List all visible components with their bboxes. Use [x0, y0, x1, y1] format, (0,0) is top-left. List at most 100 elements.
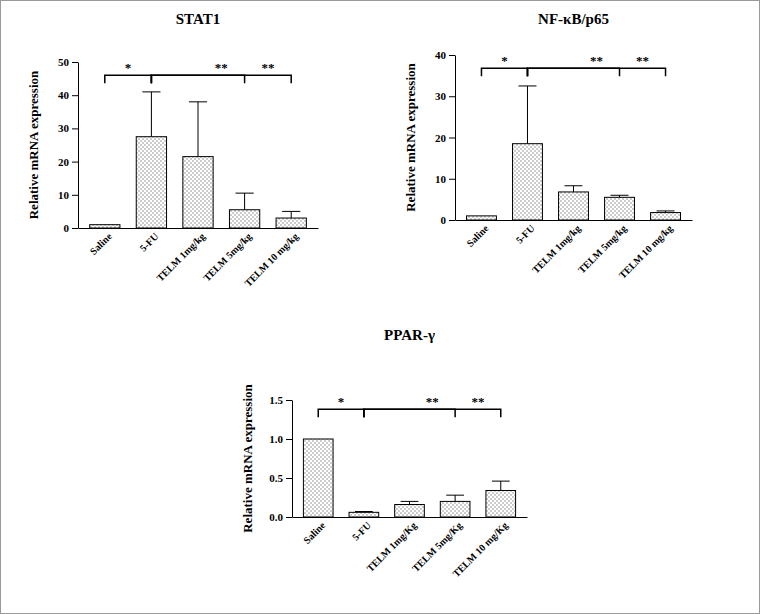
bar	[651, 213, 681, 220]
y-tick-mark	[286, 439, 292, 440]
x-tick: TELM 5mg/kg	[201, 231, 254, 284]
error-bar-stem	[573, 186, 574, 192]
y-axis-line	[292, 401, 293, 518]
x-tick-label: 5-FU	[514, 223, 537, 246]
significance-label: *	[338, 394, 345, 409]
y-tick: 20	[435, 132, 455, 144]
error-bar	[565, 186, 583, 192]
error-bar-stem	[500, 481, 501, 490]
significance-label: **	[471, 394, 484, 409]
error-bar-cap	[282, 211, 300, 212]
error-bar-cap	[236, 193, 254, 194]
x-tick: 5-FU	[514, 223, 537, 246]
bar	[303, 439, 333, 517]
error-bar	[492, 481, 510, 490]
y-tick: 50	[58, 56, 78, 68]
x-tick: TELM 10 mg/kg	[242, 231, 300, 289]
plot-marks	[467, 86, 681, 220]
error-bar	[401, 501, 419, 504]
bracket-line	[364, 409, 455, 417]
bar	[513, 144, 543, 220]
error-bar-cap	[446, 495, 464, 496]
x-axis-line	[293, 517, 528, 518]
significance-bracket: **	[151, 60, 291, 83]
y-tick-label: 40	[58, 89, 70, 101]
bracket-line	[364, 409, 501, 417]
bar	[90, 225, 120, 228]
x-tick: Saline	[88, 230, 115, 257]
y-tick-mark	[72, 95, 78, 96]
y-tick-mark	[286, 478, 292, 479]
x-tick-label: TELM 1mg/kg	[154, 231, 207, 284]
error-bar-stem	[198, 102, 199, 157]
bracket-line	[318, 409, 364, 417]
x-tick: Saline	[301, 519, 328, 546]
significance-label: **	[590, 53, 603, 68]
x-tick-label: Saline	[88, 230, 115, 257]
error-bar	[519, 86, 537, 144]
significance-bracket: *	[105, 60, 152, 83]
y-tick-label: 0.5	[269, 472, 283, 484]
bar	[183, 157, 213, 228]
bar	[136, 137, 166, 228]
y-tick: 1.5	[269, 394, 292, 406]
error-bar-stem	[527, 86, 528, 144]
y-tick: 40	[435, 49, 455, 61]
significance-bracket: **	[527, 53, 619, 76]
y-tick-label: 20	[58, 156, 70, 168]
x-tick: TELM 1mg/kg	[154, 231, 207, 284]
y-tick-mark	[72, 228, 78, 229]
y-axis: 0 10 20 30 40 50	[58, 56, 79, 234]
chart-title: NF-κB/p65	[538, 11, 609, 27]
y-tick-label: 30	[58, 122, 70, 134]
x-axis: Saline5-FUTELM 1mg/KgTELM 5mg/KgTELM 10 …	[293, 518, 528, 580]
bracket-line	[481, 68, 527, 76]
significance-bracket: *	[318, 394, 364, 417]
y-tick-label: 10	[58, 189, 70, 201]
y-axis-line	[78, 63, 79, 229]
y-tick-mark	[449, 220, 455, 221]
error-bar-cap	[401, 501, 419, 502]
y-tick-label: 0	[64, 222, 70, 234]
bracket-line	[151, 75, 291, 83]
plot-marks	[90, 92, 307, 228]
y-tick: 20	[58, 156, 78, 168]
y-tick-label: 50	[58, 56, 70, 68]
error-bar-cap	[657, 210, 675, 211]
plot-marks	[303, 439, 515, 517]
y-tick-mark	[286, 517, 292, 518]
x-axis: Saline5-FUTELM 1mg/kgTELM 5mg/kgTELM 10 …	[79, 229, 319, 289]
x-tick: 5-FU	[350, 520, 373, 543]
bar	[605, 197, 635, 220]
significance-bracket: **	[364, 394, 501, 417]
y-axis-title: Relative mRNA expression	[240, 383, 255, 532]
bar	[486, 490, 516, 517]
chart: STAT1Relative mRNA expression01020304050…	[26, 11, 319, 289]
chart-title: STAT1	[176, 11, 220, 27]
y-tick: 10	[58, 189, 78, 201]
y-tick: 1.0	[269, 433, 292, 445]
error-bar-stem	[244, 193, 245, 210]
significance-bracket: **	[527, 53, 665, 76]
x-axis: Saline5-FUTELM 1mg/kgTELM 5mg/kgTELM 10 …	[456, 221, 693, 281]
x-tick-label: Saline	[464, 222, 491, 249]
error-bar	[611, 195, 629, 197]
y-tick: 0.0	[269, 511, 292, 523]
x-tick-label: TELM 5mg/kg	[201, 231, 254, 284]
bar	[467, 216, 497, 220]
y-tick-mark	[72, 62, 78, 63]
significance-label: **	[636, 53, 649, 68]
significance-label: **	[426, 394, 439, 409]
y-tick-label: 1.5	[269, 394, 283, 406]
y-tick-label: 0.0	[269, 511, 283, 523]
significance-bracket: **	[364, 394, 455, 417]
y-tick-mark	[449, 138, 455, 139]
y-tick-mark	[449, 96, 455, 97]
error-bar-cap	[142, 91, 160, 92]
y-tick-mark	[449, 55, 455, 56]
error-bar	[189, 102, 207, 157]
x-axis-line	[456, 220, 693, 221]
error-bar	[236, 193, 254, 210]
bar	[440, 501, 470, 517]
error-bar-cap	[519, 85, 537, 86]
